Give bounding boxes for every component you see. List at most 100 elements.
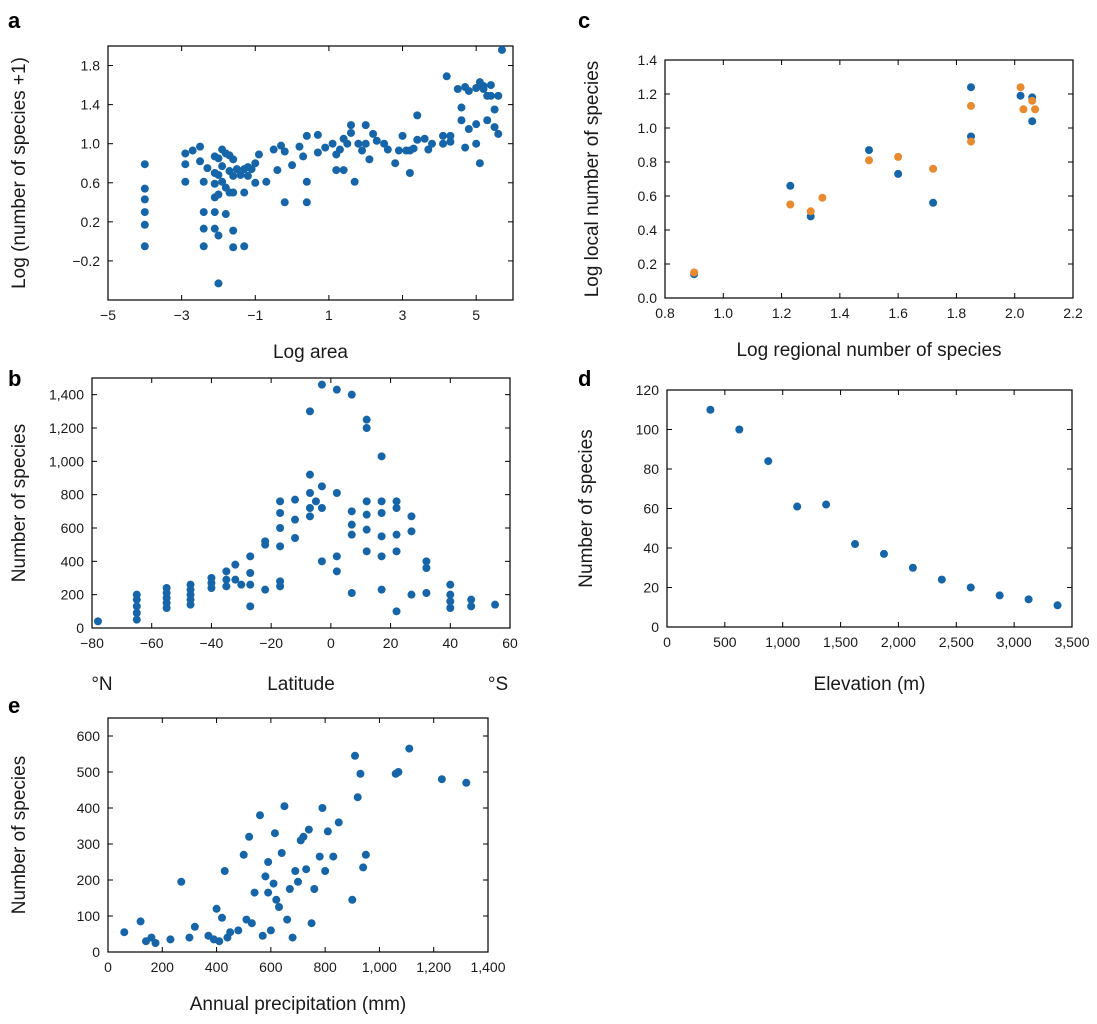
data-point-blue: [383, 145, 392, 154]
data-point-blue: [391, 159, 400, 168]
data-point-blue: [377, 452, 386, 461]
plot-frame: [107, 45, 514, 301]
data-point-blue: [199, 208, 208, 217]
data-point-blue: [239, 850, 248, 859]
data-point-blue: [407, 590, 416, 599]
data-point-orange: [865, 156, 873, 165]
panel-c: c 0.8 1.0 1.2 1.4 1.6 1.8 2.0 2.2 0.0 0.2 0.4 0.6 0.8…: [578, 8, 1083, 361]
data-point-blue: [377, 585, 386, 594]
data-point-blue: [229, 188, 238, 197]
y-tick-label: 0: [92, 944, 100, 960]
data-point-blue: [332, 552, 341, 561]
data-point-blue: [490, 105, 499, 114]
x-tick-label: 1: [325, 307, 333, 323]
data-point-blue: [392, 607, 401, 616]
x-tick-label: 400: [205, 959, 229, 975]
plot-frame: [664, 59, 1074, 299]
data-point-blue: [231, 560, 240, 569]
x-tick-label: 60: [502, 635, 518, 651]
data-point-blue: [307, 919, 316, 928]
data-point-blue: [362, 547, 371, 556]
data-point-blue: [246, 552, 255, 561]
y-tick-label: 60: [643, 501, 659, 517]
y-tick-label: 1,200: [49, 420, 84, 436]
data-point-blue: [190, 922, 199, 931]
x-tick-label: 3,500: [1054, 634, 1089, 650]
data-point-blue: [372, 136, 381, 145]
data-point-blue: [275, 903, 283, 911]
data-point-blue: [437, 775, 446, 784]
y-axis-label: Number of species: [9, 424, 30, 582]
data-point-blue: [269, 879, 278, 888]
data-point-blue: [272, 895, 281, 904]
data-point-blue: [222, 567, 231, 576]
data-point-orange: [1016, 83, 1025, 92]
x-tick-label: 500: [713, 634, 737, 650]
data-point-blue: [203, 164, 212, 173]
y-tick-label: 20: [643, 580, 659, 596]
x-tick-label: 1,400: [470, 959, 505, 975]
data-point-blue: [291, 515, 300, 524]
x-tick-label: 1,000: [765, 634, 800, 650]
x-tick-label: −40: [200, 635, 224, 651]
data-point-blue: [140, 184, 149, 193]
data-point-blue: [276, 509, 285, 517]
y-tick-label: 1.4: [81, 97, 101, 113]
data-point-blue: [424, 145, 433, 154]
data-point-blue: [305, 470, 314, 479]
data-point-blue: [446, 137, 455, 146]
data-point-blue: [132, 615, 141, 624]
panel-label: c: [578, 8, 590, 33]
data-point-blue: [181, 177, 190, 186]
data-point-blue: [413, 111, 422, 120]
data-point-blue: [335, 145, 344, 154]
data-point-blue: [764, 457, 773, 466]
data-point-blue: [486, 81, 495, 90]
x-tick-label: 200: [151, 959, 175, 975]
data-point-blue: [229, 226, 238, 235]
y-tick-label: 600: [77, 728, 101, 744]
data-point-blue: [735, 425, 744, 434]
data-point-blue: [264, 888, 273, 897]
data-point-blue: [231, 575, 240, 584]
data-point-blue: [377, 532, 386, 541]
x-axis-label: Latitude: [267, 674, 335, 695]
data-point-blue: [237, 580, 246, 589]
data-point-blue: [350, 177, 359, 186]
data-point-blue: [222, 575, 231, 584]
data-point-blue: [317, 380, 326, 389]
y-tick-label: 1,400: [49, 387, 84, 403]
data-point-blue: [786, 181, 795, 190]
x-left-note: °N: [91, 674, 112, 695]
data-point-blue: [212, 904, 221, 913]
data-point-blue: [247, 165, 256, 174]
data-point-orange: [1031, 105, 1040, 114]
data-point-blue: [472, 139, 481, 148]
x-right-note: °S: [488, 674, 508, 695]
data-point-blue: [334, 818, 343, 827]
y-tick-label: 200: [61, 587, 85, 603]
data-point-blue: [394, 768, 403, 776]
data-point-blue: [185, 933, 194, 942]
data-point-blue: [353, 793, 362, 802]
data-point-blue: [229, 155, 238, 164]
x-axis-label: Log area: [273, 342, 348, 363]
data-point-blue: [446, 131, 455, 140]
data-point-blue: [332, 567, 341, 576]
data-point-blue: [328, 139, 337, 148]
data-point-blue: [214, 154, 223, 163]
data-point-blue: [497, 45, 506, 54]
x-axis-label: Log regional number of species: [736, 340, 1001, 361]
data-point-blue: [199, 242, 208, 251]
data-point-blue: [250, 888, 259, 897]
x-tick-label: 2,000: [881, 634, 916, 650]
data-point-blue: [1053, 601, 1062, 610]
data-point-blue: [446, 604, 455, 612]
data-point-blue: [251, 178, 260, 187]
x-tick-label: 0: [663, 634, 671, 650]
x-tick-label: 1.8: [947, 305, 967, 321]
data-point-blue: [343, 139, 352, 148]
data-point-blue: [236, 170, 245, 179]
data-point-blue: [311, 497, 320, 506]
data-point-blue: [323, 827, 332, 836]
